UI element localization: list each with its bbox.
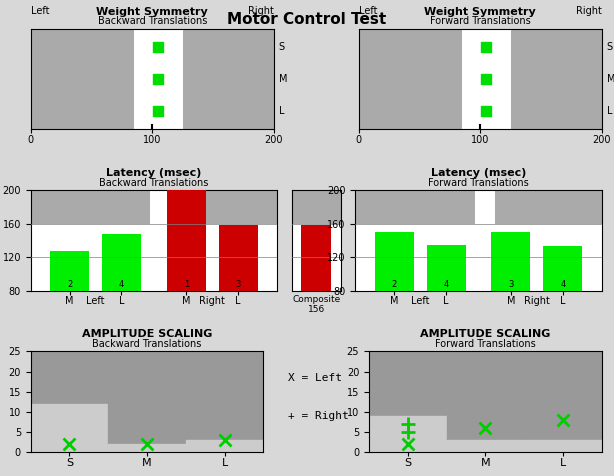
Text: Right: Right <box>524 296 550 306</box>
Title: Weight Symmetry: Weight Symmetry <box>96 7 208 17</box>
Text: Left: Left <box>411 296 429 306</box>
Text: Right: Right <box>576 7 602 17</box>
Point <box>154 75 163 83</box>
Text: 2: 2 <box>392 280 397 289</box>
Text: Backward Translations: Backward Translations <box>99 178 209 188</box>
Text: 2: 2 <box>67 280 72 289</box>
Title: Latency (msec): Latency (msec) <box>106 168 201 178</box>
Point <box>154 108 163 115</box>
Text: S: S <box>279 42 285 52</box>
Text: Forward Translations: Forward Translations <box>435 339 536 349</box>
Text: Backward Translations: Backward Translations <box>98 16 207 26</box>
Bar <box>31 190 277 224</box>
Title: Latency (msec): Latency (msec) <box>431 168 526 178</box>
Text: Left: Left <box>31 7 49 17</box>
Text: 1: 1 <box>184 280 189 289</box>
Text: 4: 4 <box>443 280 449 289</box>
Bar <box>491 232 530 291</box>
Text: 4: 4 <box>560 280 565 289</box>
X-axis label: Composite
156: Composite 156 <box>292 295 340 314</box>
Point <box>481 75 491 83</box>
Bar <box>50 251 89 291</box>
Bar <box>301 225 331 291</box>
Point <box>481 108 491 115</box>
Text: M: M <box>607 74 614 84</box>
Bar <box>292 190 341 224</box>
Text: 3: 3 <box>508 280 514 289</box>
Text: Backward Translations: Backward Translations <box>92 339 202 349</box>
Text: Left: Left <box>359 7 377 17</box>
Title: AMPLITUDE SCALING: AMPLITUDE SCALING <box>420 329 551 339</box>
Bar <box>134 29 182 129</box>
Bar <box>375 232 414 291</box>
Bar <box>167 190 206 291</box>
Text: 4: 4 <box>119 280 124 289</box>
Bar <box>102 234 141 291</box>
Text: Left: Left <box>87 296 105 306</box>
Title: Weight Symmetry: Weight Symmetry <box>424 7 536 17</box>
Point <box>154 43 163 50</box>
Bar <box>150 190 171 291</box>
Text: M: M <box>279 74 287 84</box>
Bar <box>427 245 465 291</box>
Text: L: L <box>279 106 284 116</box>
Text: L: L <box>607 106 612 116</box>
Text: 3: 3 <box>236 280 241 289</box>
Title: AMPLITUDE SCALING: AMPLITUDE SCALING <box>82 329 212 339</box>
Bar <box>462 29 511 129</box>
Bar <box>475 190 495 291</box>
Bar <box>356 190 602 224</box>
Text: X = Left: X = Left <box>289 373 342 383</box>
Text: Forward Translations: Forward Translations <box>430 16 530 26</box>
Text: + = Right: + = Right <box>289 411 349 421</box>
Text: Motor Control Test: Motor Control Test <box>227 12 387 27</box>
Bar <box>543 246 582 291</box>
Point <box>481 43 491 50</box>
Bar <box>219 225 258 291</box>
Text: S: S <box>607 42 613 52</box>
Text: Right: Right <box>200 296 225 306</box>
Text: Right: Right <box>248 7 274 17</box>
Text: Forward Translations: Forward Translations <box>428 178 529 188</box>
